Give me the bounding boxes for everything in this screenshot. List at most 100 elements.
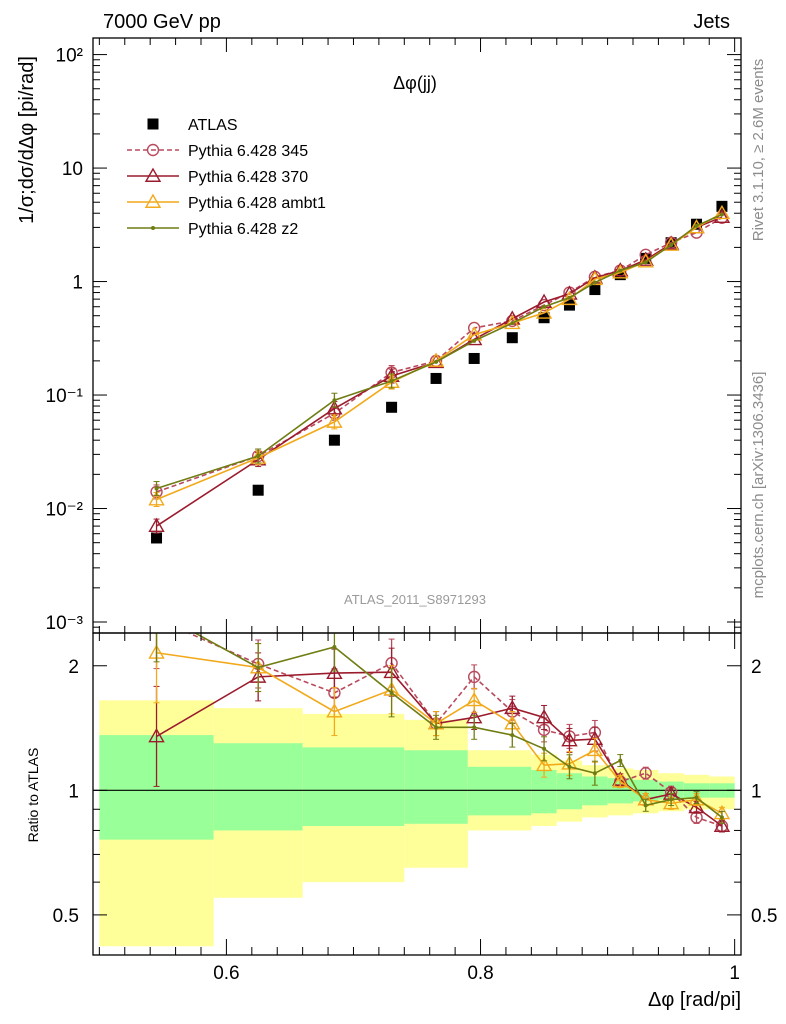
legend-item: Pythia 6.428 370 <box>127 167 308 186</box>
inner-band <box>213 743 303 831</box>
data-point <box>151 532 163 544</box>
data-point <box>332 398 337 403</box>
ratio-point <box>592 771 597 776</box>
ratio-point <box>643 803 648 808</box>
legend-marker <box>144 167 162 182</box>
ratio-point <box>542 746 547 751</box>
x-tick-label: 0.8 <box>467 963 493 984</box>
data-point <box>688 218 705 234</box>
main-tick-labels: 10⁻³ 10⁻² 10⁻¹ 1 10 10² <box>46 46 84 634</box>
main-ticks <box>93 38 741 634</box>
ratio-y-tick-label: 1 <box>68 781 79 802</box>
ratio-point <box>535 756 553 772</box>
data-point <box>148 517 165 533</box>
legend-label: Pythia 6.428 345 <box>188 143 308 160</box>
data-point <box>640 252 652 264</box>
main-y-axis-label: 1/σ;dσ/dΔφ [pi/rad] <box>16 56 38 224</box>
ratio-point <box>151 613 162 624</box>
legend-marker <box>146 143 160 157</box>
ratio-series-clip <box>148 610 731 833</box>
data-point <box>328 434 340 446</box>
ratio-point <box>694 795 699 800</box>
ratio-y-axis-label: Ratio to ATLAS <box>25 748 41 843</box>
ratio-series <box>148 610 731 833</box>
ratio-point <box>389 690 394 695</box>
data-point <box>719 212 724 217</box>
legend-label: ATLAS <box>188 117 238 134</box>
x-tick-label: 1 <box>729 963 740 984</box>
inner-band <box>302 747 405 826</box>
data-point <box>256 454 261 459</box>
ratio-y-tick-label-right: 0.5 <box>751 906 777 927</box>
ratio-point <box>467 670 481 684</box>
generator-label: Rivet 3.1.10, ≥ 2.6M events <box>750 59 767 242</box>
ratio-point <box>465 691 483 707</box>
y-tick-label: 10² <box>56 46 83 67</box>
data-point <box>386 401 398 413</box>
series-line <box>156 216 723 527</box>
main-panel: 10⁻³ 10⁻² 10⁻¹ 1 10 10² Δφ(jj) ATLAS_2011_S89… <box>16 37 742 634</box>
x-axis-label: Δφ [rad/pi] <box>648 989 741 1011</box>
data-point <box>542 304 547 309</box>
ratio-tick-labels: 0.5 0.5 1 1 2 2 0.6 0.8 1 <box>53 657 778 984</box>
data-point <box>662 236 680 251</box>
data-point <box>614 269 626 281</box>
data-point <box>504 314 521 330</box>
y-tick-label: 10⁻¹ <box>46 386 84 407</box>
ratio-point <box>256 665 261 670</box>
data-point <box>434 359 439 364</box>
ratio-point <box>561 732 578 747</box>
ratio-point <box>719 815 724 820</box>
series-pythia-z2 <box>153 212 724 497</box>
ratio-point <box>332 645 337 650</box>
data-point <box>694 223 699 228</box>
data-point <box>252 484 264 496</box>
ratio-panel: 0.5 0.5 1 1 2 2 0.6 0.8 1 Ratio to ATLAS Δφ [rad… <box>25 610 778 1011</box>
ratio-y-tick-label-right: 2 <box>751 657 762 678</box>
data-point <box>154 486 159 491</box>
data-point <box>430 372 442 384</box>
energy-label: 7000 GeV pp <box>103 11 221 33</box>
legend-label: Pythia 6.428 370 <box>188 169 308 186</box>
plot-title: Δφ(jj) <box>393 73 437 93</box>
data-point <box>389 378 394 383</box>
data-point <box>669 242 674 247</box>
ratio-point <box>612 773 629 788</box>
ratio-uncertainty-bands <box>99 700 735 947</box>
legend-marker <box>147 118 159 130</box>
ratio-point <box>148 727 165 743</box>
source-label: mcplots.cern.ch [arXiv:1306.3436] <box>750 372 767 599</box>
ratio-point <box>639 767 652 780</box>
data-point <box>592 280 597 285</box>
data-point <box>472 338 477 343</box>
data-point <box>535 304 553 319</box>
legend-label: Pythia 6.428 z2 <box>188 221 298 238</box>
legend-item: Pythia 6.428 ambt1 <box>127 193 326 212</box>
process-label: Jets <box>693 11 730 33</box>
data-point <box>563 299 575 311</box>
ratio-point <box>326 664 343 680</box>
ratio-point <box>669 797 674 802</box>
ratio-point <box>510 733 515 738</box>
legend-label: Pythia 6.428 ambt1 <box>188 195 326 212</box>
analysis-label: ATLAS_2011_S8971293 <box>344 592 486 607</box>
ratio-point <box>688 798 705 814</box>
ratio-point <box>586 741 604 757</box>
ratio-y-tick-label: 2 <box>68 657 79 678</box>
legend-item: Pythia 6.428 z2 <box>127 221 298 238</box>
ratio-point <box>155 610 159 614</box>
inner-band <box>404 750 468 824</box>
main-series <box>148 200 731 544</box>
legend-marker <box>151 226 155 230</box>
data-point <box>567 295 572 300</box>
ratio-point <box>567 764 572 769</box>
data-point <box>468 352 480 364</box>
data-point <box>148 491 165 506</box>
x-tick-label: 0.6 <box>213 963 239 984</box>
ratio-point <box>535 709 553 724</box>
inner-band <box>467 766 532 816</box>
legend-item: Pythia 6.428 345 <box>127 143 308 160</box>
y-tick-label: 10⁻³ <box>46 613 84 634</box>
data-point <box>326 413 343 428</box>
